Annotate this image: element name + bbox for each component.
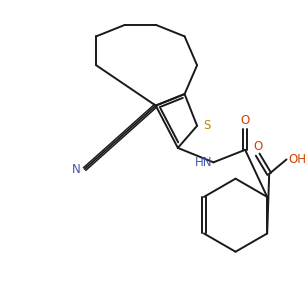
Text: S: S bbox=[203, 119, 210, 132]
Text: OH: OH bbox=[289, 153, 306, 166]
Text: O: O bbox=[241, 114, 250, 127]
Text: O: O bbox=[253, 140, 262, 153]
Text: N: N bbox=[72, 163, 81, 175]
Text: HN: HN bbox=[195, 156, 212, 169]
